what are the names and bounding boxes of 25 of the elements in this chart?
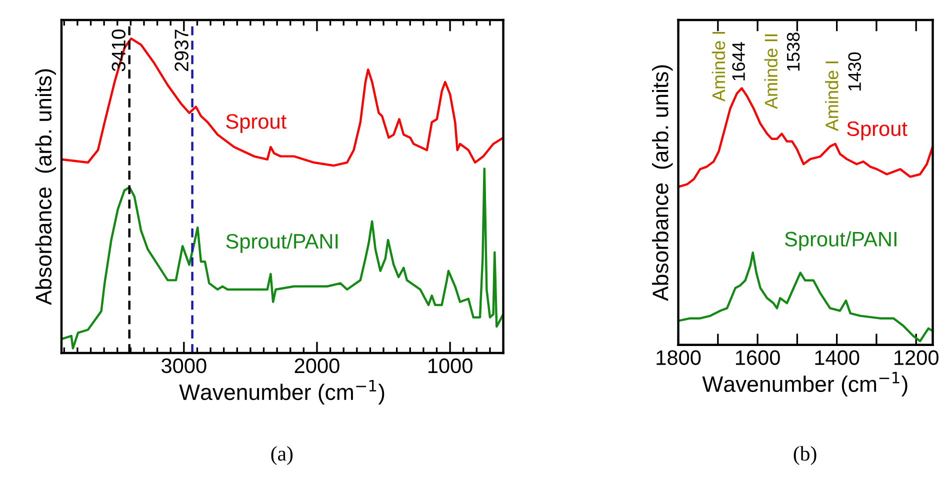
x-tick-label: 1200 bbox=[894, 350, 938, 366]
series-label: Sprout/PANI bbox=[784, 231, 896, 251]
series-label: Sprout bbox=[226, 114, 286, 133]
annotation: Aminde II bbox=[764, 34, 778, 110]
x-axis-title: Wavenumber (cm$^{−1}$) bbox=[179, 380, 384, 404]
text: 1644 bbox=[732, 42, 745, 80]
series-label: Sprout/PANI bbox=[226, 233, 338, 253]
series-label: Sprout bbox=[847, 121, 908, 140]
x-tick-label: 1600 bbox=[736, 350, 780, 366]
text: (b) bbox=[794, 446, 816, 465]
text: (a) bbox=[271, 446, 293, 465]
x-tick-label: 1400 bbox=[815, 350, 860, 366]
x-tick-label: 2000 bbox=[294, 358, 340, 374]
x-tick-label: 1000 bbox=[428, 358, 472, 374]
annotation: Aminde I bbox=[712, 32, 726, 102]
text: 1538 bbox=[786, 32, 800, 71]
x-tick-label: 3000 bbox=[162, 358, 206, 374]
y-axis-title: Absorbance (arb. units) bbox=[652, 65, 673, 301]
x-axis-title: Wavenumber (cm$^{−1}$) bbox=[702, 372, 908, 396]
annotation: 1430 bbox=[848, 52, 862, 90]
y-axis-title: Absorbance (arb. units) bbox=[35, 69, 56, 306]
x-tick-label: 1800 bbox=[656, 350, 701, 366]
ref-line-label: 3410 bbox=[112, 30, 126, 72]
annotation: Aminde I bbox=[825, 62, 838, 132]
ref-line-label: 2937 bbox=[174, 30, 188, 72]
